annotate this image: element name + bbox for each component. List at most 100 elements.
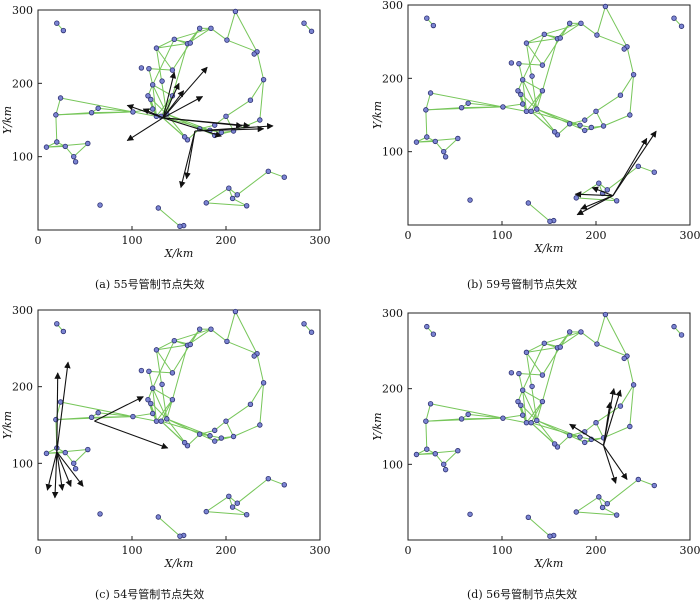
x-tick-label: 0 [35, 234, 42, 247]
network-edge [132, 416, 157, 422]
network-node [602, 311, 609, 318]
y-tick-label: 100 [12, 151, 33, 164]
network-node [71, 153, 77, 160]
network-edge [268, 170, 285, 178]
network-node [529, 73, 535, 79]
network-edge [225, 420, 234, 437]
network-node [224, 37, 230, 43]
network-node [551, 441, 558, 447]
network-node [208, 326, 214, 332]
network-edge [152, 84, 157, 117]
network-edge [148, 68, 173, 71]
network-edge [73, 143, 89, 158]
network-node [308, 28, 315, 34]
network-node [88, 414, 95, 421]
x-tick-label: 100 [492, 544, 513, 557]
network-node [54, 139, 60, 145]
network-node [621, 46, 627, 52]
flow-arrow [612, 137, 648, 196]
network-node [226, 185, 232, 191]
panel-1: 0 100 200 300 100 200 300 X/km Y/km [1, 4, 331, 260]
network-node [525, 514, 532, 520]
network-node [525, 200, 532, 206]
plot-frame [407, 312, 691, 541]
network-edge [199, 433, 215, 442]
network-node [541, 31, 547, 38]
network-node [146, 368, 152, 375]
network-edge [171, 345, 188, 400]
x-tick-label: 100 [122, 234, 143, 247]
network-edge [156, 344, 191, 351]
network-node [519, 387, 526, 393]
network-node [600, 123, 607, 129]
network-edge [160, 399, 173, 422]
network-edge [595, 94, 621, 112]
network-node [203, 508, 209, 515]
network-node [539, 62, 546, 68]
network-node [155, 514, 162, 520]
network-edge [603, 426, 631, 439]
network-edge [522, 34, 545, 81]
network-edge [638, 165, 655, 173]
network-edge [171, 328, 201, 374]
network-node [528, 420, 534, 426]
x-tick-label: 200 [586, 229, 607, 242]
flow-arrow [162, 71, 177, 118]
network-node [97, 202, 103, 208]
network-edge [160, 115, 185, 138]
flow-arrow [162, 82, 180, 119]
network-node [424, 446, 430, 452]
network-edge [55, 416, 133, 421]
network-node [432, 451, 438, 457]
network-node [257, 422, 263, 428]
network-node [500, 415, 506, 421]
network-edge [569, 123, 585, 131]
network-edge [526, 346, 561, 353]
network-node [60, 328, 67, 335]
network-node [593, 108, 599, 115]
network-node [593, 420, 599, 426]
network-node [519, 77, 526, 83]
network-edge [595, 111, 604, 127]
network-node [427, 90, 434, 96]
network-edge [443, 450, 459, 465]
network-edge [256, 51, 265, 80]
network-node [97, 511, 103, 517]
panel-b-caption: (b) 59号管制节点失效 [467, 278, 578, 291]
network-edge [620, 384, 635, 407]
network-node [455, 448, 461, 454]
network-node [181, 439, 188, 446]
network-node [539, 398, 546, 405]
network-edge [55, 111, 133, 116]
network-edge [160, 420, 185, 444]
flow-arrow [194, 125, 265, 133]
network-edge [46, 452, 66, 454]
y-tick-label: 200 [12, 381, 33, 394]
network-node [229, 195, 236, 202]
flow-arrow [56, 451, 72, 487]
network-node [62, 143, 68, 150]
network-edge [55, 401, 62, 420]
network-node [169, 370, 176, 376]
network-node [232, 308, 239, 315]
network-node [281, 482, 287, 488]
network-edge [166, 113, 211, 131]
plot-frame [37, 309, 321, 541]
network-node [539, 88, 546, 94]
network-node [230, 433, 237, 440]
x-tick-label: 300 [680, 229, 700, 242]
network-node [171, 337, 177, 344]
network-edge [250, 382, 265, 405]
network-edge [502, 414, 523, 419]
network-node [582, 439, 588, 446]
flow-arrow [56, 451, 65, 491]
flow-arrow [94, 420, 169, 450]
network-node [523, 420, 530, 426]
network-node [260, 380, 267, 386]
network-edge [174, 328, 212, 342]
network-node [223, 418, 229, 424]
y-tick-label: 300 [382, 0, 403, 12]
flow-arrow [162, 66, 208, 119]
network-node [257, 117, 263, 123]
network-edge [210, 27, 228, 41]
